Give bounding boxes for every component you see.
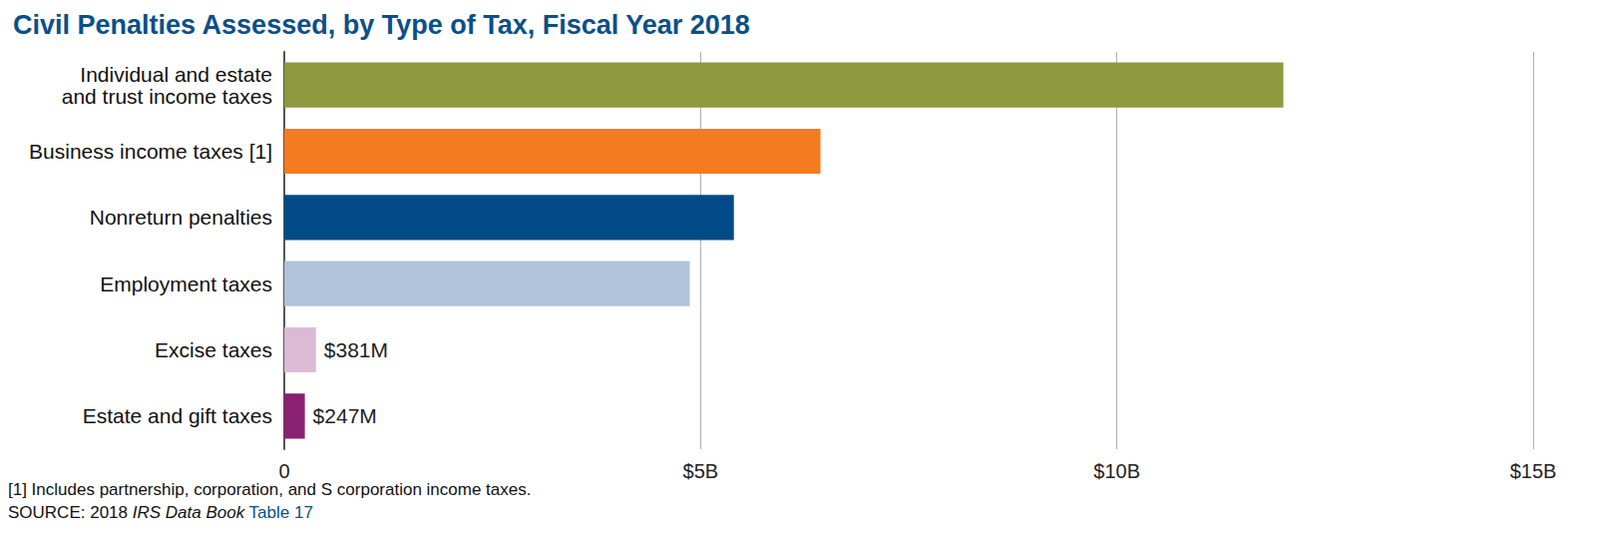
- svg-text:IRS Data Book: IRS Data Book: [132, 502, 247, 522]
- svg-text:0: 0: [278, 459, 290, 482]
- svg-text:Estate and gift taxes: Estate and gift taxes: [82, 403, 273, 427]
- svg-text:Excise taxes: Excise taxes: [154, 338, 273, 362]
- svg-text:Employment taxes: Employment taxes: [99, 272, 273, 296]
- svg-text:$247M: $247M: [313, 403, 378, 427]
- svg-text:Table 17: Table 17: [244, 502, 314, 522]
- svg-text:$10B: $10B: [1093, 459, 1141, 482]
- svg-text:[1] Includes partnership, corp: [1] Includes partnership, corporation, a…: [7, 479, 531, 499]
- svg-text:Nonreturn penalties: Nonreturn penalties: [89, 205, 273, 229]
- svg-text:Individual and estate: Individual and estate: [79, 62, 273, 86]
- svg-text:Business income taxes [1]: Business income taxes [1]: [28, 139, 273, 163]
- svg-text:and trust income taxes: and trust income taxes: [61, 84, 273, 108]
- svg-text:$5B: $5B: [683, 459, 720, 482]
- svg-text:Civil Penalties Assessed, by T: Civil Penalties Assessed, by Type of Tax…: [12, 9, 751, 40]
- svg-text:$381M: $381M: [324, 338, 389, 362]
- svg-text:$15B: $15B: [1510, 459, 1558, 482]
- svg-text:SOURCE: 2018: SOURCE: 2018: [7, 502, 133, 522]
